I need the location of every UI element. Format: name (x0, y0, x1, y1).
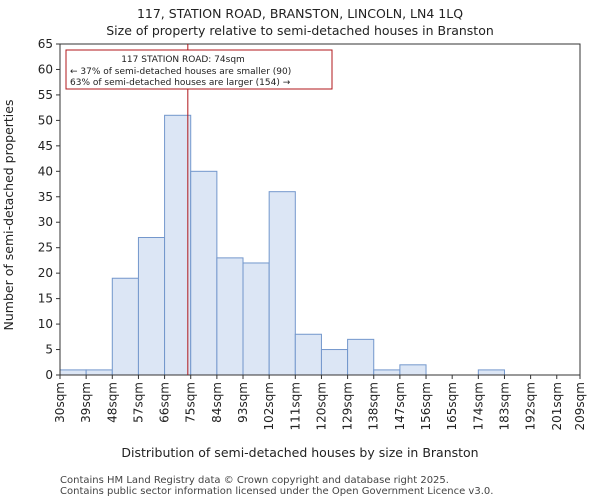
y-tick-label-45: 45 (38, 139, 53, 153)
bar-75sqm (190, 170, 218, 376)
bar-30sqm (59, 369, 87, 376)
footer-line-1: Contains HM Land Registry data © Crown c… (60, 475, 449, 486)
x-tick-label-201sqm: 201sqm (550, 382, 564, 430)
annotation-box: 117 STATION ROAD: 74sqm ← 37% of semi-de… (65, 49, 333, 90)
bar-84sqm (216, 257, 244, 376)
y-tick-label-60: 60 (38, 62, 53, 76)
bar-120sqm (320, 349, 349, 376)
y-tick-label-20: 20 (38, 266, 53, 280)
y-tick-label-5: 5 (45, 343, 53, 357)
x-tick-label-174sqm: 174sqm (471, 382, 485, 430)
y-tick-label-0: 0 (45, 368, 53, 382)
bar-111sqm (294, 333, 322, 376)
y-tick-label-65: 65 (38, 37, 53, 51)
x-tick-label-48sqm: 48sqm (105, 382, 119, 423)
x-tick-label-30sqm: 30sqm (53, 382, 67, 423)
x-tick-label-39sqm: 39sqm (79, 382, 93, 423)
plot-frame (59, 43, 581, 376)
bar-174sqm (477, 369, 505, 376)
annotation-line-2: ← 37% of semi-detached houses are smalle… (70, 67, 291, 77)
x-tick-label-138sqm: 138sqm (367, 382, 381, 430)
x-tick-label-111sqm: 111sqm (288, 382, 302, 430)
bars-group (59, 114, 505, 376)
x-tick-label-192sqm: 192sqm (524, 382, 538, 430)
bar-48sqm (111, 277, 139, 376)
chart-subtitle: Size of property relative to semi-detach… (106, 23, 494, 38)
bar-102sqm (268, 191, 296, 376)
annotation-line-1: 117 STATION ROAD: 74sqm (121, 55, 245, 65)
x-ticks-group: 30sqm 39sqm 48sqm 57sqm 66sqm 75sqm 84sqm 93sqm… (53, 375, 587, 430)
y-tick-label-25: 25 (38, 241, 53, 255)
x-tick-label-129sqm: 129sqm (341, 382, 355, 430)
bar-147sqm (399, 364, 427, 376)
bar-138sqm (373, 369, 401, 376)
x-tick-label-156sqm: 156sqm (419, 382, 433, 430)
y-axis-label: Number of semi-detached properties (1, 100, 16, 331)
x-tick-label-57sqm: 57sqm (131, 382, 145, 423)
x-tick-label-93sqm: 93sqm (236, 382, 250, 423)
annotation-border (65, 49, 333, 90)
annotation-line-3: 63% of semi-detached houses are larger (… (70, 78, 291, 88)
bar-57sqm (137, 237, 166, 376)
y-tick-label-15: 15 (38, 292, 53, 306)
chart-title: 117, STATION ROAD, BRANSTON, LINCOLN, LN… (137, 6, 463, 21)
y-tick-label-50: 50 (38, 113, 53, 127)
x-tick-label-183sqm: 183sqm (497, 382, 511, 430)
y-tick-label-35: 35 (38, 190, 53, 204)
x-tick-label-147sqm: 147sqm (393, 382, 407, 430)
y-ticks-group: 0 5 10 15 20 25 30 35 40 45 50 55 60 65 (38, 37, 60, 382)
x-tick-label-102sqm: 102sqm (262, 382, 276, 430)
bar-39sqm (85, 369, 113, 376)
x-tick-label-66sqm: 66sqm (158, 382, 172, 423)
x-tick-label-120sqm: 120sqm (314, 382, 328, 430)
x-tick-label-165sqm: 165sqm (445, 382, 459, 430)
x-axis-label: Distribution of semi-detached houses by … (121, 445, 478, 460)
x-tick-label-75sqm: 75sqm (184, 382, 198, 423)
y-tick-label-30: 30 (38, 215, 53, 229)
bar-93sqm (242, 262, 270, 376)
x-tick-label-209sqm: 209sqm (573, 382, 587, 430)
axes-group (59, 43, 581, 376)
footer-line-2: Contains public sector information licen… (60, 486, 493, 497)
bar-66sqm (164, 114, 192, 376)
y-tick-label-55: 55 (38, 88, 53, 102)
y-tick-label-10: 10 (38, 317, 53, 331)
y-tick-label-40: 40 (38, 164, 53, 178)
bar-129sqm (347, 338, 375, 376)
x-tick-label-84sqm: 84sqm (210, 382, 224, 423)
